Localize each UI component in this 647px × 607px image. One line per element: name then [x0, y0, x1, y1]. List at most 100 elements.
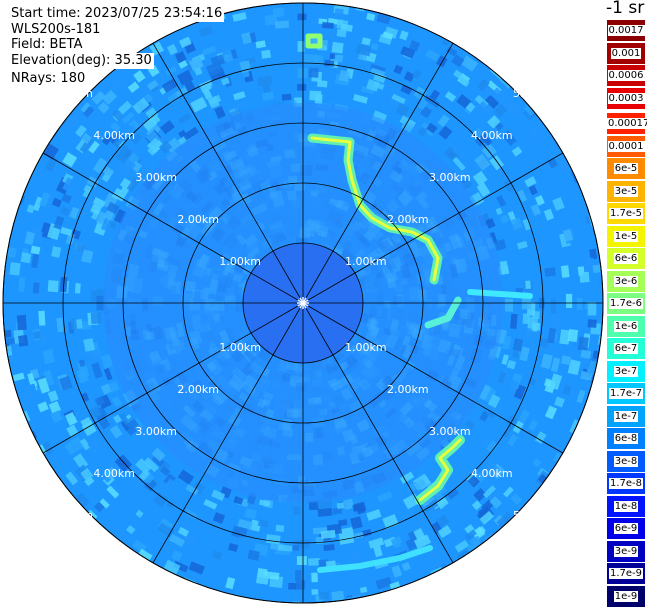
scan-bin [477, 78, 490, 92]
scan-bin [529, 127, 543, 144]
colorbar-label: 1.7e-8 [608, 478, 644, 489]
scan-bin [479, 410, 490, 422]
scan-bin [281, 93, 292, 101]
colorbar-entry: 1e-6 [607, 315, 645, 337]
colorbar-label: 0.0003 [607, 92, 645, 104]
scan-bin [454, 539, 470, 553]
scan-bin [370, 43, 379, 51]
scan-bin [43, 369, 55, 387]
scan-bin [483, 461, 499, 477]
scan-bin [310, 18, 319, 25]
colorbar-entry: 1e-7 [607, 405, 645, 427]
scan-bin [65, 471, 79, 486]
scan-bin [59, 206, 70, 216]
scan-bin [324, 59, 335, 67]
scan-bin [391, 93, 406, 105]
scan-bin [178, 60, 188, 69]
scan-bin [93, 501, 105, 513]
scan-bin [33, 230, 44, 243]
scan-bin [233, 495, 244, 505]
range-ring-label: 4.00km [471, 467, 513, 480]
scan-bin [212, 512, 226, 524]
scan-bin [318, 591, 330, 600]
range-ring-label: 1.00km [219, 255, 261, 268]
colorbar-label: 0.0017 [607, 25, 645, 36]
scan-bin [501, 130, 517, 147]
scan-bin [359, 586, 368, 594]
scan-bin [517, 189, 528, 202]
scan-bin [79, 438, 91, 451]
colorbar-label: 1e-6 [613, 320, 639, 332]
colorbar-entry: 6e-6 [607, 248, 645, 269]
scan-bin [73, 453, 89, 470]
scan-bin [413, 478, 427, 491]
scan-bin [39, 192, 51, 207]
scan-bin [417, 126, 428, 137]
scan-bin [518, 409, 530, 423]
scan-bin [317, 507, 333, 517]
scan-bin [547, 328, 557, 344]
aerosol-feature [310, 136, 440, 282]
scan-bin [126, 418, 139, 431]
scan-bin [292, 601, 300, 603]
scan-bin [336, 502, 345, 510]
scan-bin [368, 537, 385, 549]
scan-bin [199, 79, 214, 93]
scan-bin [453, 69, 464, 80]
scan-bin [499, 260, 509, 275]
colorbar-label: 3e-9 [613, 545, 639, 557]
scan-bin [64, 442, 76, 456]
scan-bin [16, 314, 27, 331]
scan-bin [473, 488, 487, 502]
azimuth-spoke [302, 302, 563, 454]
scan-bin [33, 331, 41, 340]
scan-bin [297, 13, 307, 21]
scan-bin [9, 262, 21, 276]
range-ring-label: 4.00km [93, 467, 135, 480]
scan-bin [93, 196, 106, 208]
scan-bin [165, 478, 175, 489]
scan-bin [334, 8, 344, 21]
scan-bin [160, 120, 175, 135]
scan-bin [137, 548, 153, 562]
scan-bin [64, 411, 78, 426]
scan-bin [437, 525, 452, 539]
scan-bin [399, 30, 409, 41]
scan-bin [201, 45, 217, 56]
scan-bin [90, 203, 103, 216]
scan-bin [277, 544, 293, 552]
scan-bin [482, 485, 497, 499]
scan-bin [513, 384, 527, 400]
scan-bin [312, 54, 324, 66]
scan-bin [124, 124, 139, 139]
range-ring-label: 3.00km [429, 425, 471, 438]
scan-bin [103, 367, 113, 381]
scan-bin [12, 372, 25, 382]
scan-bin [58, 375, 73, 391]
scan-bin [464, 419, 476, 430]
scan-bin [108, 368, 119, 384]
scan-bin [325, 560, 336, 568]
scan-bin [471, 500, 482, 511]
azimuth-spoke [42, 152, 304, 304]
scan-bin [233, 100, 249, 111]
scan-bin [500, 214, 510, 224]
scan-bin [311, 589, 319, 595]
scan-bin [565, 293, 573, 309]
scan-bin [484, 94, 500, 109]
scan-bin [544, 405, 558, 420]
azimuth-spoke [152, 302, 304, 563]
scan-bin [543, 208, 555, 221]
scan-bin [486, 409, 496, 419]
scan-bin [104, 466, 118, 480]
scan-bin [88, 140, 100, 154]
scan-bin [400, 46, 416, 59]
scan-bin [26, 357, 37, 367]
scan-bin [211, 489, 226, 502]
scan-bin [484, 387, 497, 404]
scan-bin [274, 20, 290, 29]
scan-bin [165, 66, 177, 76]
scan-bin [133, 70, 146, 83]
scan-bin [494, 238, 507, 251]
scan-bin [308, 500, 319, 511]
